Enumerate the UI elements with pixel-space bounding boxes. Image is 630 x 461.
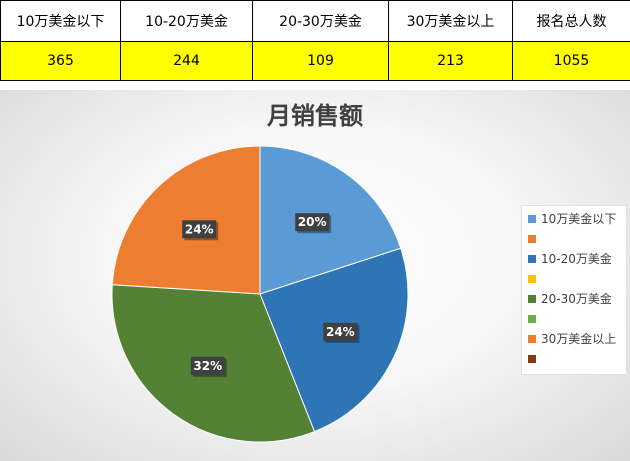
header-cell-over-300k[interactable]: 30万美金以上 [388,0,513,42]
empty-cell[interactable] [388,80,513,91]
legend-swatch [528,254,536,263]
svg-text:24%: 24% [185,222,214,236]
legend-entry[interactable]: 10万美金以下 [528,212,616,226]
slice-data-label[interactable]: 24% [323,322,360,343]
legend-swatch [528,334,536,343]
value-cell-over-300k[interactable]: 213 [388,41,513,81]
chart-legend[interactable]: 10万美金以下 10-20万美金 20-30万美金 30万美金以上 [521,205,627,375]
empty-cell[interactable] [120,80,253,91]
pie-slice[interactable] [111,145,261,295]
legend-label: 10-20万美金 [541,252,612,266]
data-table: 10万美金以下 10-20万美金 20-30万美金 30万美金以上 报名总人数 … [0,0,630,91]
svg-text:32%: 32% [193,359,222,373]
empty-cell[interactable] [252,80,389,91]
pie-slice[interactable] [259,145,402,295]
table-header-row: 10万美金以下 10-20万美金 20-30万美金 30万美金以上 报名总人数 [0,0,630,42]
header-cell-200k-300k[interactable]: 20-30万美金 [252,0,389,42]
legend-label: 30万美金以上 [541,332,617,346]
legend-swatch [528,354,536,363]
slice-data-label[interactable]: 24% [182,220,219,241]
table-value-row: 365 244 109 213 1055 [0,41,630,81]
value-cell-200k-300k[interactable]: 109 [252,41,389,81]
legend-swatch [528,294,536,303]
legend-entry[interactable] [528,352,541,366]
legend-entry[interactable] [528,272,541,286]
legend-entry[interactable]: 20-30万美金 [528,292,612,306]
legend-entry[interactable] [528,232,541,246]
pie-chart[interactable]: 20% 24% 32% 24% [0,90,630,461]
value-cell-total-registrants[interactable]: 1055 [512,41,630,81]
header-cell-under-100k[interactable]: 10万美金以下 [0,0,121,42]
legend-swatch [528,314,536,323]
table-gap-row [0,80,630,91]
legend-entry[interactable] [528,312,541,326]
legend-swatch [528,234,536,243]
empty-cell[interactable] [512,80,630,91]
slice-data-label[interactable]: 20% [295,213,332,234]
legend-swatch [528,214,536,223]
svg-text:20%: 20% [298,215,327,229]
chart-title: 月销售额 [267,102,363,130]
empty-cell[interactable] [0,80,121,91]
header-cell-total-registrants[interactable]: 报名总人数 [512,0,630,42]
header-cell-100k-200k[interactable]: 10-20万美金 [120,0,253,42]
value-cell-under-100k[interactable]: 365 [0,41,121,81]
slice-data-label[interactable]: 32% [190,356,227,377]
svg-text:24%: 24% [326,325,355,339]
legend-entry[interactable]: 30万美金以上 [528,332,616,346]
legend-entry[interactable]: 10-20万美金 [528,252,612,266]
legend-label: 20-30万美金 [541,292,612,306]
value-cell-100k-200k[interactable]: 244 [120,41,253,81]
legend-label: 10万美金以下 [541,212,617,226]
chart-area[interactable]: 月销售额 20% 24% 32% 24% 10万美金以下 10-20万美金 20-30万美… [0,90,630,461]
legend-swatch [528,274,536,283]
